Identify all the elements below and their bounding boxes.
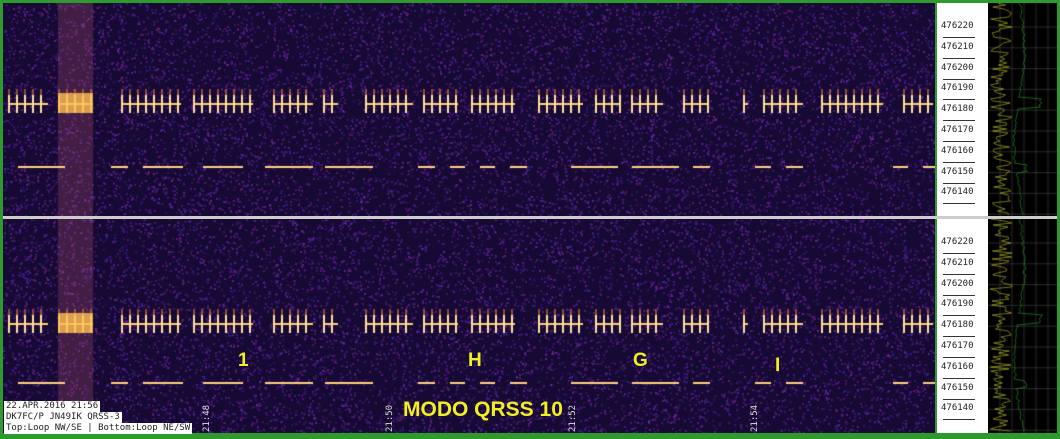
panel-divider	[3, 216, 1057, 219]
spectrum-graph-top	[988, 3, 1057, 216]
minor-tick	[943, 273, 975, 275]
minor-tick	[943, 294, 975, 296]
minor-tick	[943, 161, 975, 163]
minor-tick	[943, 203, 975, 205]
frequency-axis-top: 476220 476210 476200 476190 476180 476170 4761…	[937, 3, 988, 216]
decoded-letter: G	[633, 350, 648, 371]
spectrogram-top	[3, 3, 935, 216]
minor-tick	[943, 99, 975, 101]
time-label: 21:50	[385, 404, 395, 432]
time-label: 21:48	[202, 404, 212, 432]
minor-tick	[943, 141, 975, 142]
minor-tick	[943, 120, 975, 122]
caption-station: DK7FC/P JN49IK QRSS-3	[4, 412, 122, 423]
caption-antennas: Top:Loop NW/SE | Bottom:Loop NE/SW	[4, 423, 193, 434]
caption-date: 22.APR.2016 21:56	[4, 401, 101, 412]
minor-tick	[943, 419, 975, 421]
minor-tick	[943, 357, 975, 358]
mode-title: MODO QRSS 10	[403, 398, 563, 421]
time-label: 21:52	[568, 404, 578, 432]
spectrum-graph-bottom	[988, 219, 1057, 433]
time-label: 21:54	[750, 404, 760, 432]
minor-tick	[943, 253, 975, 254]
minor-tick	[943, 315, 975, 317]
minor-tick	[943, 336, 975, 338]
minor-tick	[943, 398, 975, 400]
spectrogram-bottom	[3, 219, 935, 433]
minor-tick	[943, 182, 975, 184]
decoded-letter: H	[468, 350, 482, 371]
frequency-axis-bottom: 476220 476210 476200 476190 476180 476170 4761…	[937, 219, 988, 433]
minor-tick	[943, 377, 975, 379]
minor-tick	[943, 57, 975, 59]
minor-tick	[943, 37, 975, 38]
decoded-letter: 1	[238, 350, 249, 371]
minor-tick	[943, 78, 975, 80]
decoded-letter: I	[775, 355, 781, 376]
